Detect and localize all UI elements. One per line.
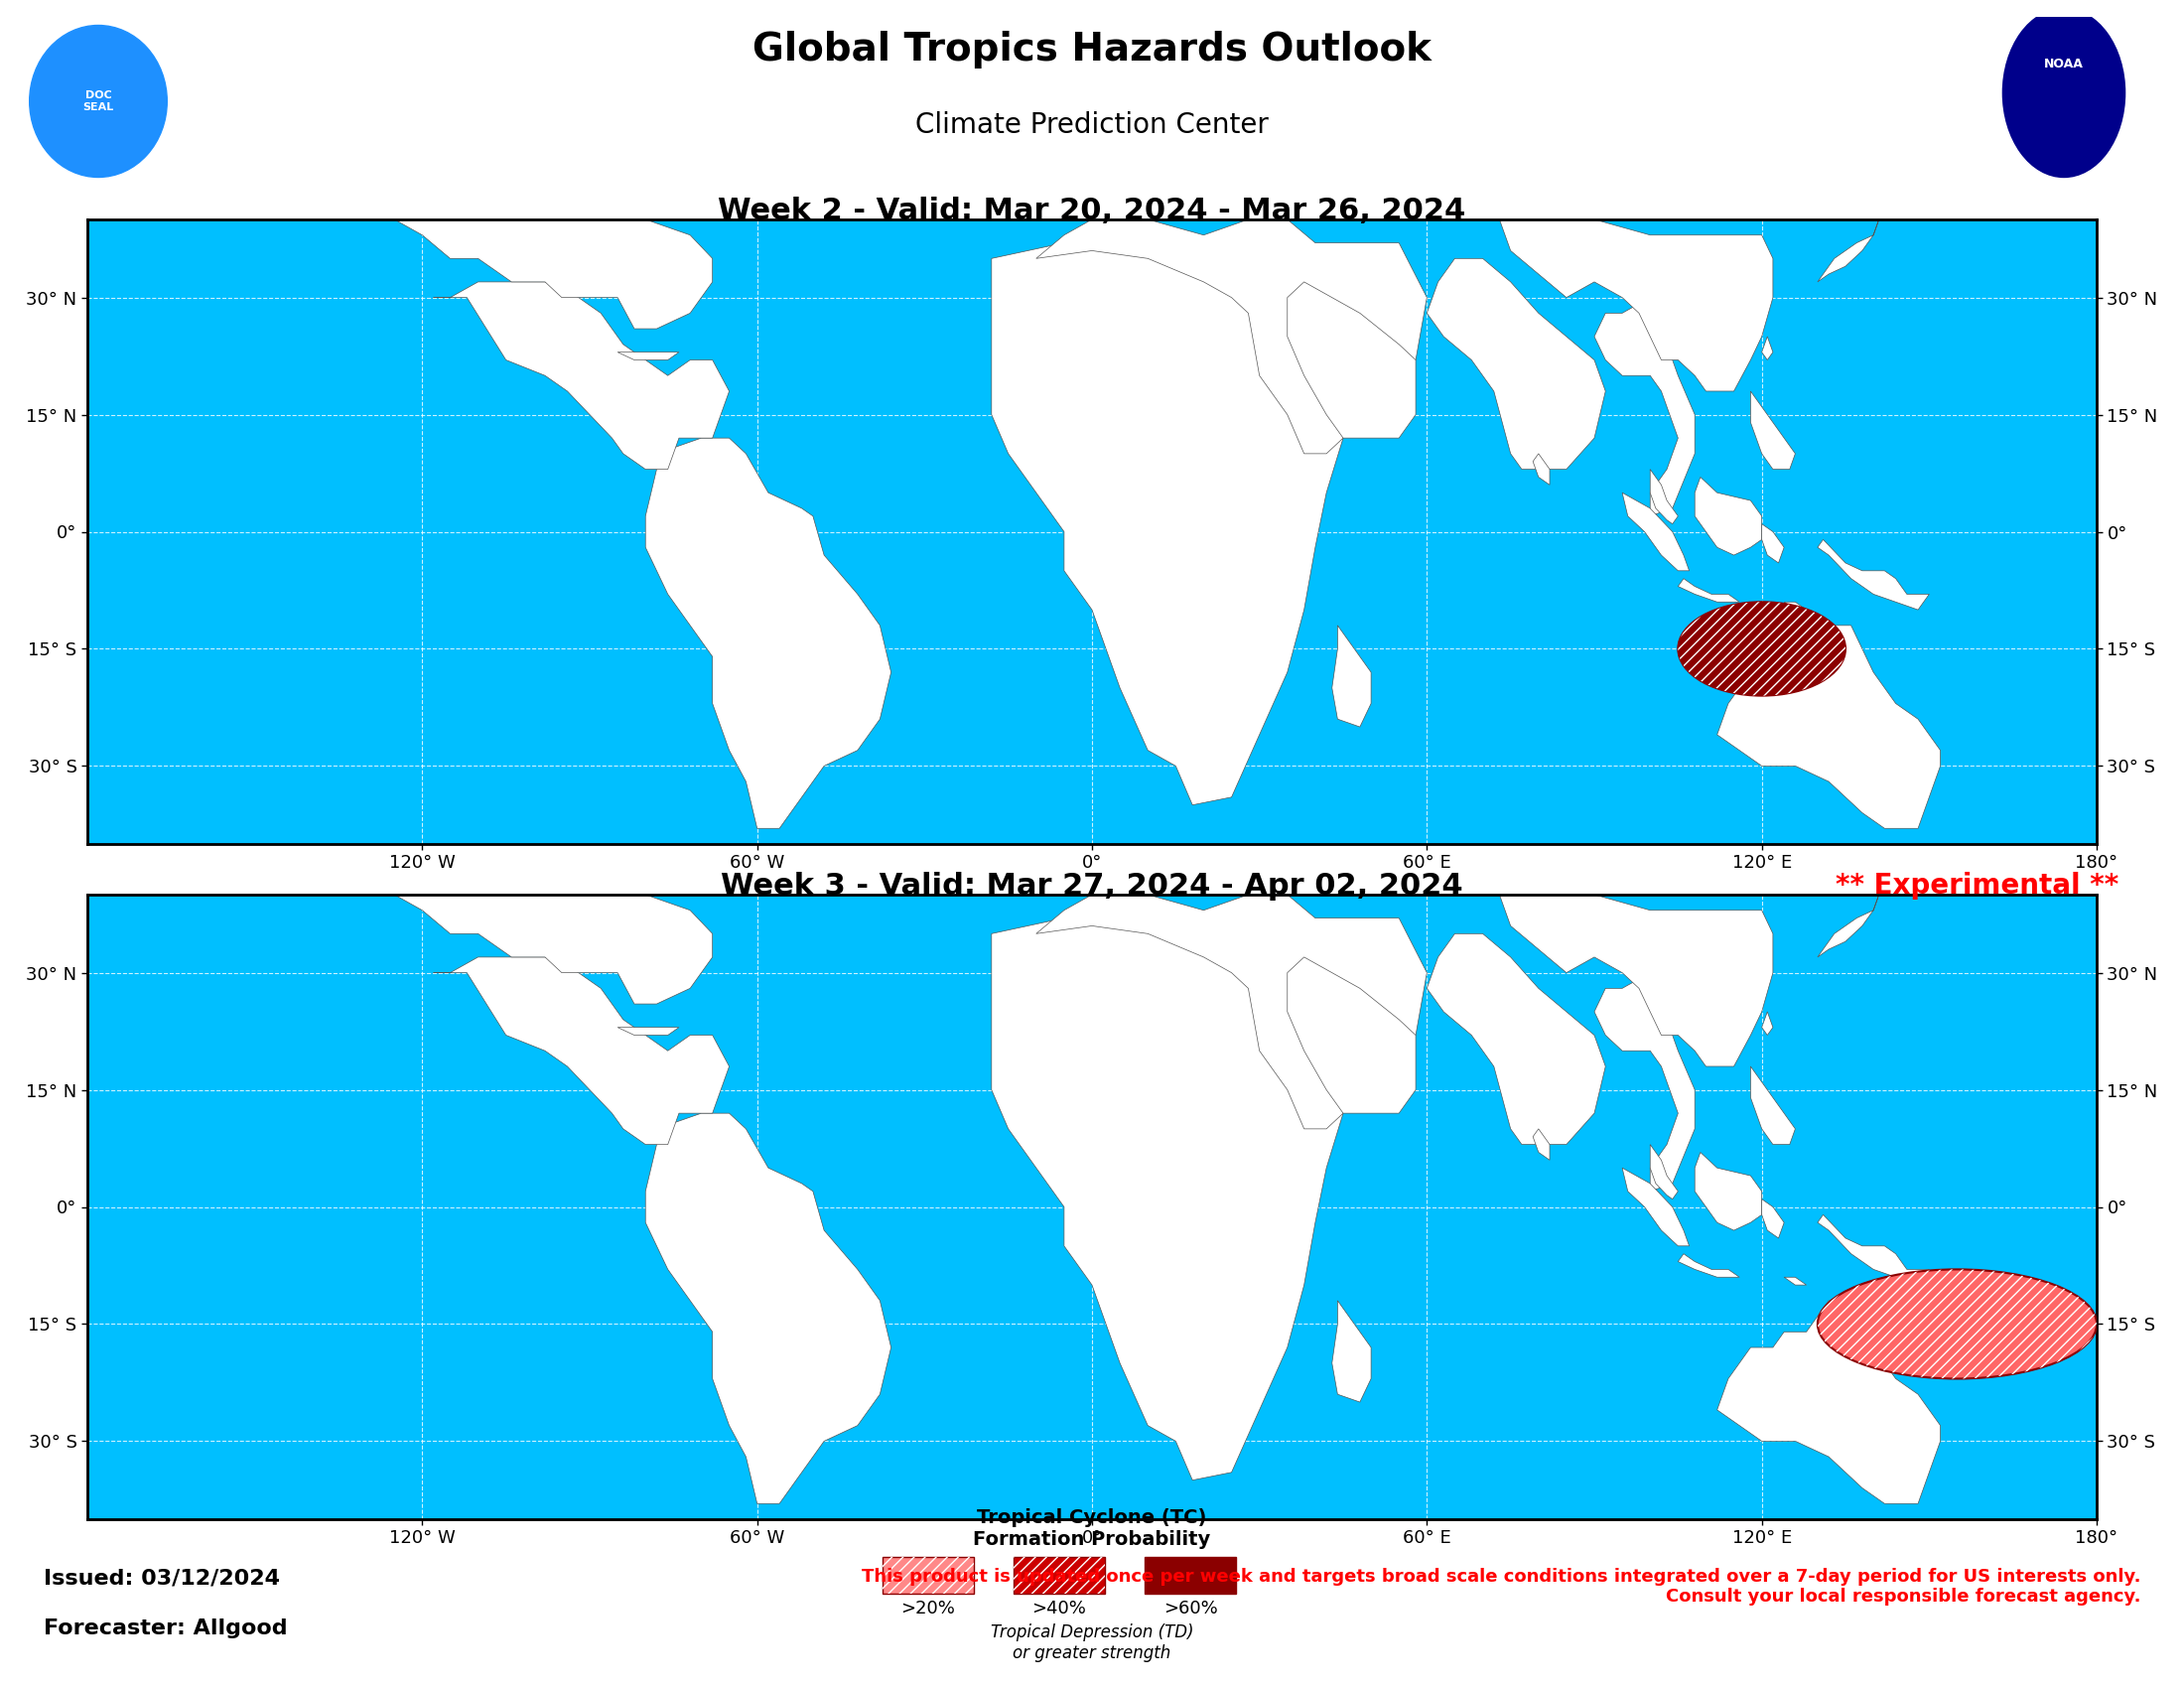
Polygon shape bbox=[1695, 1153, 1762, 1231]
Text: Tropical Depression (TD)
or greater strength: Tropical Depression (TD) or greater stre… bbox=[992, 1624, 1192, 1663]
Text: >40%: >40% bbox=[1033, 1600, 1085, 1617]
Polygon shape bbox=[618, 353, 679, 360]
Polygon shape bbox=[1762, 1198, 1784, 1239]
Polygon shape bbox=[1817, 540, 1928, 609]
Polygon shape bbox=[1286, 957, 1415, 1114]
Polygon shape bbox=[367, 895, 712, 1004]
Polygon shape bbox=[1623, 1168, 1688, 1246]
Text: DOC
SEAL: DOC SEAL bbox=[83, 91, 114, 111]
Text: Tropical Cyclone (TC)
Formation Probability: Tropical Cyclone (TC) Formation Probabil… bbox=[974, 1509, 1210, 1550]
Polygon shape bbox=[1500, 219, 1773, 392]
Polygon shape bbox=[1651, 1144, 1677, 1198]
Polygon shape bbox=[1594, 297, 1695, 517]
Ellipse shape bbox=[2003, 8, 2125, 177]
Polygon shape bbox=[432, 957, 729, 1144]
Circle shape bbox=[31, 25, 166, 177]
Polygon shape bbox=[1286, 282, 1415, 439]
Polygon shape bbox=[1533, 454, 1551, 484]
Polygon shape bbox=[633, 1114, 891, 1504]
Polygon shape bbox=[1623, 493, 1688, 571]
Polygon shape bbox=[1035, 895, 1426, 1129]
Polygon shape bbox=[1426, 258, 1605, 469]
FancyBboxPatch shape bbox=[1144, 1556, 1236, 1593]
Polygon shape bbox=[618, 1028, 679, 1035]
Polygon shape bbox=[432, 282, 729, 469]
Polygon shape bbox=[1717, 1301, 1939, 1504]
Polygon shape bbox=[1817, 1215, 1928, 1285]
Polygon shape bbox=[633, 439, 891, 829]
Polygon shape bbox=[992, 918, 1343, 1480]
Polygon shape bbox=[1762, 1011, 1773, 1035]
Polygon shape bbox=[1332, 1301, 1372, 1403]
Ellipse shape bbox=[1817, 1269, 2097, 1379]
Polygon shape bbox=[1594, 972, 1695, 1192]
Text: Week 3 - Valid: Mar 27, 2024 - Apr 02, 2024: Week 3 - Valid: Mar 27, 2024 - Apr 02, 2… bbox=[721, 871, 1463, 901]
Text: >20%: >20% bbox=[902, 1600, 954, 1617]
Polygon shape bbox=[1817, 895, 1878, 957]
Polygon shape bbox=[1035, 219, 1426, 454]
Polygon shape bbox=[1752, 1067, 1795, 1144]
Polygon shape bbox=[1677, 579, 1738, 603]
Polygon shape bbox=[1695, 478, 1762, 555]
Text: This product is updated once per week and targets broad scale conditions integra: This product is updated once per week an… bbox=[860, 1568, 2140, 1605]
Text: Week 2 - Valid: Mar 20, 2024 - Mar 26, 2024: Week 2 - Valid: Mar 20, 2024 - Mar 26, 2… bbox=[719, 196, 1465, 226]
Text: >60%: >60% bbox=[1164, 1600, 1216, 1617]
Text: Issued: 03/12/2024: Issued: 03/12/2024 bbox=[44, 1568, 280, 1588]
Polygon shape bbox=[1426, 933, 1605, 1144]
Polygon shape bbox=[1784, 1278, 1806, 1285]
FancyBboxPatch shape bbox=[1013, 1556, 1105, 1593]
Text: NOAA: NOAA bbox=[2044, 57, 2084, 71]
Ellipse shape bbox=[1677, 603, 1845, 695]
Polygon shape bbox=[1533, 1129, 1551, 1160]
Polygon shape bbox=[1717, 626, 1939, 829]
Polygon shape bbox=[367, 219, 712, 329]
Text: ** Experimental **: ** Experimental ** bbox=[1835, 873, 2118, 900]
Polygon shape bbox=[1500, 895, 1773, 1067]
Polygon shape bbox=[1752, 392, 1795, 469]
Polygon shape bbox=[992, 243, 1343, 805]
Polygon shape bbox=[1762, 336, 1773, 360]
Polygon shape bbox=[1677, 1254, 1738, 1278]
Polygon shape bbox=[1332, 626, 1372, 728]
Polygon shape bbox=[1762, 523, 1784, 564]
Text: Forecaster: Allgood: Forecaster: Allgood bbox=[44, 1619, 288, 1639]
Polygon shape bbox=[1651, 469, 1677, 523]
Polygon shape bbox=[1817, 219, 1878, 282]
Polygon shape bbox=[1784, 603, 1806, 609]
Text: Climate Prediction Center: Climate Prediction Center bbox=[915, 111, 1269, 138]
Text: Global Tropics Hazards Outlook: Global Tropics Hazards Outlook bbox=[753, 30, 1431, 68]
FancyBboxPatch shape bbox=[882, 1556, 974, 1593]
